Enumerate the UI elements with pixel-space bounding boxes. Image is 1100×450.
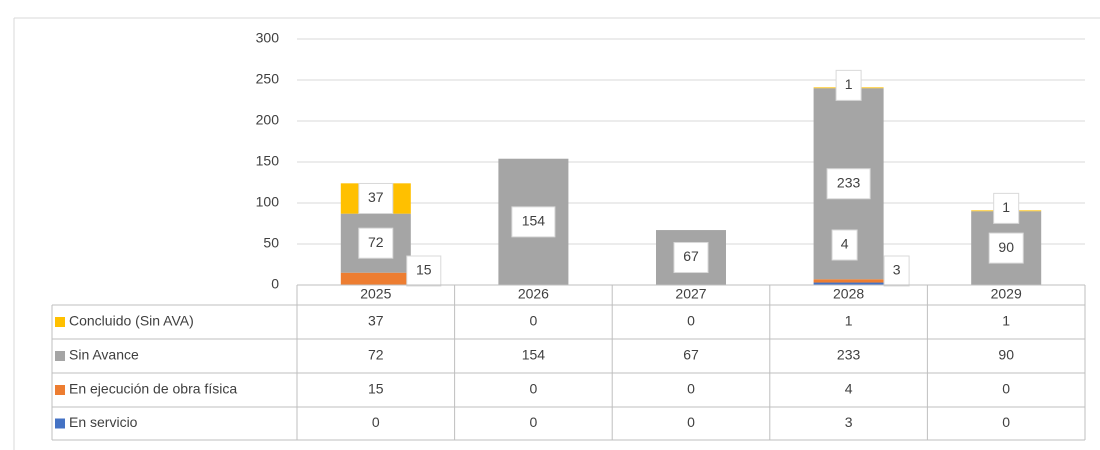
x-tick-label: 2025 [360, 286, 391, 302]
data-label: 1 [845, 76, 853, 92]
table-cell: 15 [368, 381, 384, 397]
data-label-box [883, 255, 910, 287]
legend-label: En servicio [69, 414, 138, 430]
x-tick-label: 2028 [833, 286, 864, 302]
bar-segment [813, 282, 884, 285]
table-cell: 72 [368, 347, 384, 363]
legend-swatch [55, 385, 65, 395]
table-cell: 1 [1002, 313, 1010, 329]
table-cell: 233 [837, 347, 861, 363]
data-label-box [673, 242, 709, 274]
table-cell: 0 [1002, 414, 1010, 430]
data-label-box [826, 168, 871, 200]
data-label: 154 [522, 213, 546, 229]
data-label-box [358, 227, 394, 259]
table-cell: 0 [687, 313, 695, 329]
y-tick-label: 0 [271, 276, 279, 292]
table-cell: 0 [530, 313, 538, 329]
y-tick-label: 100 [256, 194, 280, 210]
data-label-box [831, 229, 858, 261]
table-cell: 0 [1002, 381, 1010, 397]
y-tick-label: 50 [263, 235, 279, 251]
table-cell: 37 [368, 313, 384, 329]
data-label: 3 [893, 262, 901, 278]
table-cell: 1 [845, 313, 853, 329]
data-label: 90 [998, 239, 1014, 255]
table-cell: 154 [522, 347, 546, 363]
bar-segment [813, 279, 884, 283]
data-label: 4 [841, 236, 849, 252]
legend-swatch [55, 351, 65, 361]
legend-label: En ejecución de obra física [69, 381, 237, 397]
table-cell: 0 [687, 414, 695, 430]
table-cell: 0 [687, 381, 695, 397]
legend-swatch [55, 317, 65, 327]
y-tick-label: 250 [256, 71, 280, 87]
data-label-box [993, 192, 1020, 224]
y-tick-label: 150 [256, 153, 280, 169]
x-tick-label: 2026 [518, 286, 549, 302]
data-label-box [358, 182, 394, 214]
data-label-box [835, 69, 862, 101]
x-tick-label: 2029 [991, 286, 1022, 302]
legend-label: Concluido (Sin AVA) [69, 313, 194, 329]
table-cell: 4 [845, 381, 853, 397]
bar-segment [340, 272, 411, 285]
legend-swatch [55, 418, 65, 429]
data-label-box [988, 232, 1024, 264]
data-label: 67 [683, 248, 699, 264]
data-label: 72 [368, 234, 384, 250]
data-label: 15 [416, 262, 432, 278]
data-label-box [511, 206, 556, 238]
x-tick-label: 2027 [675, 286, 706, 302]
table-cell: 0 [530, 381, 538, 397]
legend-label: Sin Avance [69, 347, 139, 363]
data-label: 37 [368, 189, 384, 205]
data-label: 233 [837, 174, 861, 190]
table-cell: 0 [372, 414, 380, 430]
data-label: 1 [1002, 199, 1010, 215]
table-cell: 67 [683, 347, 699, 363]
table-cell: 3 [845, 414, 853, 430]
table-cell: 0 [530, 414, 538, 430]
y-tick-label: 200 [256, 112, 280, 128]
y-tick-label: 300 [256, 30, 280, 46]
data-label-box [406, 255, 442, 287]
table-cell: 90 [998, 347, 1014, 363]
